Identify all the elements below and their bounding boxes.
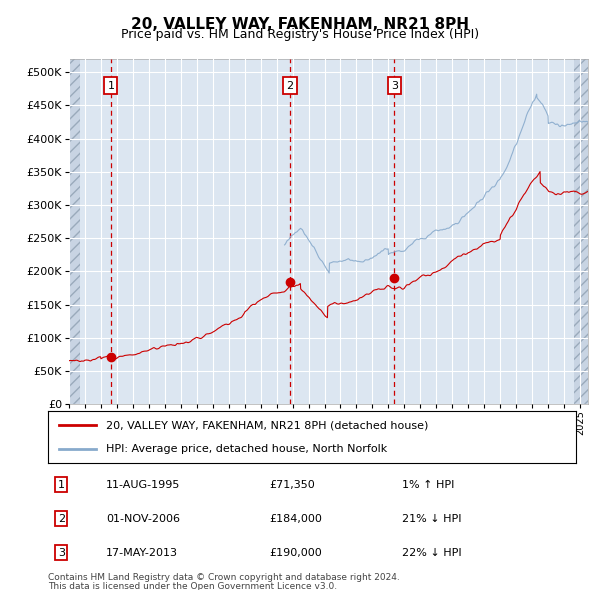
Text: 2: 2 xyxy=(58,514,65,524)
Text: 20, VALLEY WAY, FAKENHAM, NR21 8PH: 20, VALLEY WAY, FAKENHAM, NR21 8PH xyxy=(131,17,469,31)
Text: 01-NOV-2006: 01-NOV-2006 xyxy=(106,514,180,524)
Text: 3: 3 xyxy=(391,81,398,90)
Text: Contains HM Land Registry data © Crown copyright and database right 2024.: Contains HM Land Registry data © Crown c… xyxy=(48,573,400,582)
Text: HPI: Average price, detached house, North Norfolk: HPI: Average price, detached house, Nort… xyxy=(106,444,388,454)
Text: 3: 3 xyxy=(58,548,65,558)
Text: 1: 1 xyxy=(58,480,65,490)
Text: £190,000: £190,000 xyxy=(270,548,323,558)
Text: 17-MAY-2013: 17-MAY-2013 xyxy=(106,548,178,558)
Text: 22% ↓ HPI: 22% ↓ HPI xyxy=(402,548,461,558)
Text: £184,000: £184,000 xyxy=(270,514,323,524)
Text: Price paid vs. HM Land Registry's House Price Index (HPI): Price paid vs. HM Land Registry's House … xyxy=(121,28,479,41)
Text: 11-AUG-1995: 11-AUG-1995 xyxy=(106,480,181,490)
Text: £71,350: £71,350 xyxy=(270,480,316,490)
Text: This data is licensed under the Open Government Licence v3.0.: This data is licensed under the Open Gov… xyxy=(48,582,337,590)
Text: 21% ↓ HPI: 21% ↓ HPI xyxy=(402,514,461,524)
Text: 1: 1 xyxy=(107,81,115,90)
Text: 1% ↑ HPI: 1% ↑ HPI xyxy=(402,480,454,490)
Text: 2: 2 xyxy=(286,81,293,90)
Text: 20, VALLEY WAY, FAKENHAM, NR21 8PH (detached house): 20, VALLEY WAY, FAKENHAM, NR21 8PH (deta… xyxy=(106,420,428,430)
